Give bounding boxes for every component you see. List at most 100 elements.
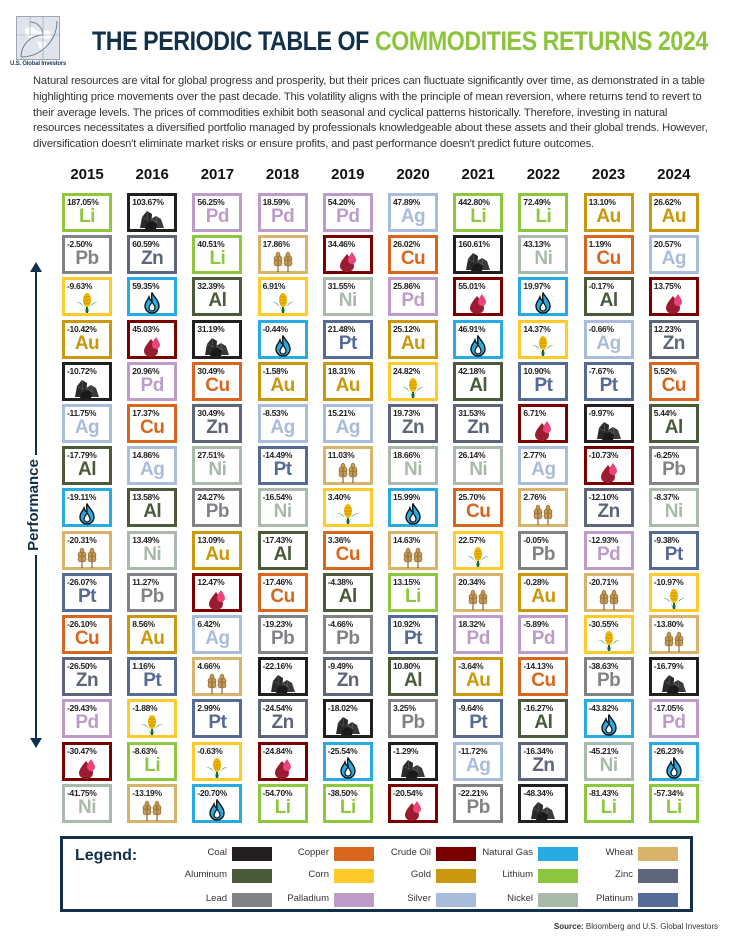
commodity-tile-corn: 22.57%: [453, 530, 504, 570]
return-value: -1.29%: [393, 745, 419, 756]
commodity-tile-coal: -48.34%: [518, 783, 569, 823]
return-value: 26.14%: [458, 450, 486, 461]
return-value: 26.62%: [653, 197, 681, 207]
commodity-tile-coal: -18.02%: [322, 699, 373, 739]
commodity-tile-corn: -0.63%: [192, 741, 243, 781]
element-symbol: Li: [600, 796, 617, 818]
corn-icon: [130, 714, 174, 736]
legend-label: Natural Gas: [482, 847, 533, 858]
commodity-tile-nickel: -41.75% Ni: [62, 783, 112, 823]
return-value: 59.35%: [132, 281, 160, 292]
return-value: -16.27%: [523, 703, 553, 714]
element-symbol: Li: [79, 206, 95, 227]
year-header-2020: 2020: [396, 166, 430, 183]
commodity-tile-lead: -2.50% Pb: [62, 235, 112, 275]
return-value: -8.37%: [653, 492, 679, 503]
element-symbol: Au: [400, 332, 426, 354]
legend-swatch: [232, 847, 272, 861]
return-value: -2.50%: [67, 239, 93, 250]
commodity-tile-lithium: 72.49% Li: [518, 193, 569, 232]
commodity-tile-wheat: 14.63%: [388, 530, 438, 570]
commodity-tile-lead: -0.05% Pb: [518, 530, 569, 570]
return-value: -20.71%: [588, 576, 619, 587]
coal-icon: [195, 335, 239, 357]
element-symbol: Al: [338, 585, 358, 607]
commodity-tile-lithium: -57.34% Li: [648, 783, 699, 823]
element-symbol: Au: [466, 670, 491, 692]
legend-label: Coal: [207, 847, 227, 858]
element-symbol: Ni: [404, 459, 423, 481]
legend-swatch: [334, 869, 374, 883]
commodity-tile-platinum: 1.16% Pt: [127, 657, 178, 697]
commodity-tile-silver: 2.77% Ag: [518, 446, 569, 486]
commodity-tile-corn: -30.55%: [583, 615, 634, 654]
return-value: 60.59%: [132, 239, 160, 250]
element-symbol: Zn: [141, 248, 164, 270]
return-value: 2.77%: [523, 450, 546, 461]
commodity-tile-palladium: 18.32% Pd: [453, 615, 504, 654]
commodity-tile-copper: 1.19% Cu: [583, 235, 634, 275]
commodity-tile-natural-gas: -20.70%: [192, 783, 243, 823]
commodity-tile-wheat: -20.71%: [583, 572, 634, 612]
return-value: 54.20%: [327, 197, 355, 207]
commodity-tile-silver: -11.75% Ag: [62, 404, 112, 443]
element-symbol: Al: [208, 290, 227, 312]
commodity-tile-coal: 160.61%: [453, 235, 504, 275]
legend-item-zinc: Zinc: [568, 869, 678, 883]
commodity-tile-coal: 31.19%: [192, 319, 243, 359]
return-value: 2.99%: [197, 703, 220, 714]
natural-gas-flame-icon: [652, 756, 696, 779]
commodity-tile-palladium: 25.86% Pd: [388, 277, 438, 317]
legend-label: Silver: [407, 893, 431, 904]
legend-item-gold: Gold: [366, 869, 476, 883]
return-value: 40.51%: [197, 239, 225, 250]
return-value: 17.37%: [132, 408, 160, 418]
commodity-tile-palladium: 56.25% Pd: [192, 193, 243, 232]
commodity-tile-aluminum: 13.58% Al: [127, 488, 178, 528]
commodity-tile-aluminum: 5.44% Al: [648, 404, 699, 443]
commodity-tile-zinc: 12.23% Zn: [648, 319, 699, 359]
return-value: -30.47%: [67, 745, 97, 756]
wheat-icon: [195, 672, 239, 695]
return-value: -17.79%: [67, 450, 97, 461]
wheat-icon: [65, 546, 109, 568]
return-value: 11.27%: [132, 576, 159, 587]
commodity-tile-wheat: -13.80%: [648, 615, 699, 654]
return-value: -0.28%: [523, 576, 549, 587]
element-symbol: Pd: [270, 206, 295, 227]
return-value: -8.63%: [132, 745, 158, 756]
legend-title: Legend:: [75, 847, 138, 864]
commodity-tile-gold: -1.58% Au: [257, 361, 308, 401]
return-value: 11.03%: [327, 450, 355, 461]
return-value: -1.88%: [132, 703, 158, 714]
return-value: -29.43%: [67, 703, 97, 714]
element-symbol: Au: [74, 332, 100, 354]
commodity-tile-natural-gas: -26.23%: [648, 741, 699, 781]
commodity-tile-natural-gas: -0.44%: [257, 319, 308, 359]
axis-label: Performance: [25, 455, 47, 555]
commodity-tile-aluminum: -4.38% Al: [322, 572, 373, 612]
commodity-tile-copper: 26.02% Cu: [388, 235, 438, 275]
element-symbol: Pd: [401, 290, 425, 312]
commodity-tile-lead: 3.25% Pb: [388, 699, 438, 739]
return-value: 13.49%: [132, 534, 160, 545]
legend-item-wheat: Wheat: [568, 847, 678, 861]
element-symbol: Ag: [466, 754, 491, 776]
natural-gas-flame-icon: [521, 292, 565, 315]
natural-gas-flame-icon: [65, 503, 109, 526]
legend-swatch: [638, 869, 678, 883]
commodity-tile-lithium: 40.51% Li: [192, 235, 243, 275]
commodity-tile-platinum: 21.48% Pt: [322, 319, 373, 359]
commodity-tile-aluminum: 10.80% Al: [388, 657, 438, 697]
return-value: -17.43%: [262, 534, 293, 545]
return-value: 187.05%: [67, 197, 99, 207]
legend-item-crude-oil: Crude Oil: [366, 847, 476, 861]
return-value: 6.42%: [197, 619, 220, 629]
return-value: 55.01%: [458, 281, 486, 292]
wheat-icon: [391, 546, 435, 568]
commodity-tile-crude-oil: -30.47%: [62, 741, 112, 781]
commodity-tile-silver: 20.57% Ag: [648, 235, 699, 275]
natural-gas-flame-icon: [456, 334, 500, 357]
element-symbol: Ni: [469, 459, 488, 481]
element-symbol: Pt: [208, 712, 227, 734]
